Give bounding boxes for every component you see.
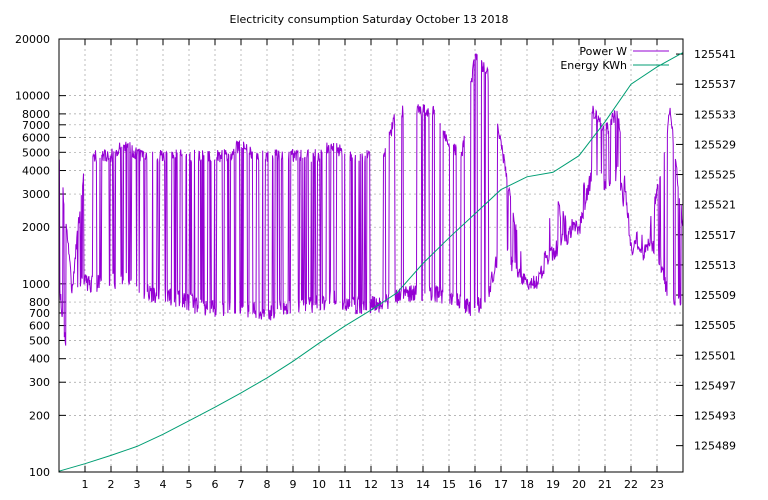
y-tick-label: 2000 [22,221,50,234]
y2-tick-label: 125541 [694,48,736,61]
y-tick-label: 10000 [15,90,50,103]
y2-tick-label: 125537 [694,78,736,91]
x-tick-label: 20 [572,478,586,491]
x-tick-label: 14 [416,478,430,491]
x-tick-label: 18 [520,478,534,491]
y2-tick-label: 125517 [694,229,736,242]
y-tick-label: 700 [29,307,50,320]
x-tick-label: 19 [546,478,560,491]
x-tick-label: 23 [650,478,664,491]
x-tick-label: 12 [364,478,378,491]
y-tick-label: 5000 [22,146,50,159]
x-tick-label: 10 [312,478,326,491]
x-tick-label: 1 [82,478,89,491]
x-tick-label: 21 [598,478,612,491]
legend-label-energy: Energy KWh [560,59,627,72]
chart-title: Electricity consumption Saturday October… [230,13,509,26]
y2-tick-label: 125489 [694,440,736,453]
series-layer [58,52,684,472]
x-tick-label: 11 [338,478,352,491]
y2-tick-label: 125533 [694,108,736,121]
x-tick-label: 5 [186,478,193,491]
y-tick-label: 300 [29,376,50,389]
x-tick-label: 15 [442,478,456,491]
y2-tick-label: 125529 [694,138,736,151]
y-tick-label: 20000 [15,33,50,46]
y2-tick-label: 125513 [694,259,736,272]
x-tick-label: 17 [494,478,508,491]
plot-frame [58,38,684,473]
x-tick-label: 2 [108,478,115,491]
y-tick-label: 100 [29,466,50,479]
x-tick-label: 13 [390,478,404,491]
series-energy-line [58,52,684,472]
y-tick-label: 7000 [22,119,50,132]
x-tick-label: 22 [624,478,638,491]
legend-label-power: Power W [579,45,627,58]
y-tick-label: 400 [29,353,50,366]
y-tick-label: 1000 [22,278,50,291]
x-tick-label: 8 [264,478,271,491]
y-tick-label: 600 [29,320,50,333]
y2-tick-label: 125493 [694,410,736,423]
y-tick-label: 800 [29,296,50,309]
y2-axis-ticks: 125489 125493 125497 125501 125505 125509 1255… [676,48,736,453]
y-tick-label: 4000 [22,165,50,178]
y-tick-label: 8000 [22,108,50,121]
y2-tick-label: 125505 [694,319,736,332]
y2-tick-label: 125501 [694,349,736,362]
x-tick-label: 16 [468,478,482,491]
x-axis-ticks: 1 2 3 4 5 6 7 8 9 10 11 12 13 14 15 16 17 18 19 20 21 22 23 [82,39,664,491]
y2-tick-label: 125525 [694,169,736,182]
y-tick-label: 3000 [22,188,50,201]
x-tick-label: 9 [290,478,297,491]
x-tick-label: 3 [134,478,141,491]
y2-tick-label: 125521 [694,199,736,212]
x-tick-label: 6 [212,478,219,491]
y-tick-label: 200 [29,409,50,422]
x-tick-label: 7 [238,478,245,491]
series-power-line [58,53,684,346]
y2-tick-label: 125509 [694,289,736,302]
y-tick-label: 500 [29,334,50,347]
y2-tick-label: 125497 [694,379,736,392]
x-tick-label: 4 [160,478,167,491]
legend: Power W Energy KWh [560,45,669,72]
y-tick-label: 6000 [22,131,50,144]
